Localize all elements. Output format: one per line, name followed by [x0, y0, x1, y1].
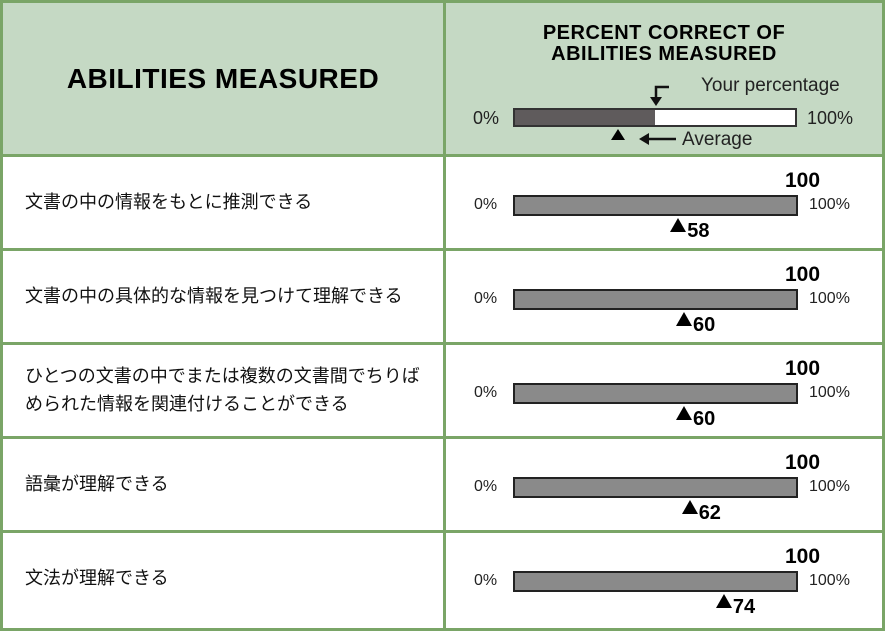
percent-correct-heading: PERCENT CORRECT OF ABILITIES MEASURED: [446, 23, 882, 65]
average-marker-icon: [715, 594, 732, 608]
your-percentage-arrow-icon: [650, 85, 669, 106]
your-score-value: 100: [785, 451, 821, 474]
average-marker-icon: [681, 500, 698, 514]
percent-bar: [513, 383, 798, 404]
legend-your-percentage-label: Your percentage: [701, 75, 840, 96]
scale-max-label: 100%: [809, 384, 850, 401]
scale-min-label: 0%: [474, 572, 498, 589]
your-score-value: 100: [785, 263, 821, 286]
abilities-measured-heading: ABILITIES MEASURED: [66, 62, 380, 94]
legend-min-label: 0%: [473, 108, 500, 128]
average-arrow-icon: [639, 133, 676, 145]
ability-row: 文書の中の具体的な情報を見つけて理解できる 0% 100% 100 60: [3, 248, 882, 342]
percent-bar: [513, 195, 798, 216]
ability-label: 文書の中の具体的な情報を見つけて理解できる: [25, 285, 403, 307]
percent-bar: [513, 571, 798, 592]
percent-correct-heading-line1: PERCENT CORRECT OF: [542, 22, 786, 44]
ability-label: 文法が理解できる: [25, 567, 169, 589]
scale-max-label: 100%: [809, 572, 850, 589]
percent-bar: [513, 477, 798, 498]
average-value: 58: [687, 220, 710, 242]
legend-average-label: Average: [682, 129, 753, 150]
your-score-value: 100: [785, 357, 821, 380]
average-value: 74: [732, 596, 756, 618]
average-marker-icon: [676, 406, 692, 420]
legend-max-label: 100%: [807, 108, 854, 128]
scale-min-label: 0%: [474, 384, 498, 401]
percent-correct-heading-line2: ABILITIES MEASURED: [551, 43, 777, 65]
average-marker-icon: [670, 218, 687, 232]
ability-row: ひとつの文書の中でまたは複数の文書間でちりばめられた情報を関連付けることができる…: [3, 342, 882, 436]
ability-row: 文書の中の情報をもとに推測できる 0% 100% 100 58: [3, 157, 882, 248]
scale-max-label: 100%: [809, 478, 850, 495]
ability-label: 文書の中の情報をもとに推測できる: [25, 191, 313, 213]
average-marker-icon: [676, 312, 692, 326]
ability-row: 文法が理解できる 0% 100% 100 74: [3, 530, 882, 624]
ability-row: 語彙が理解できる 0% 100% 100 62: [3, 436, 882, 530]
legend-your-percentage-fill: [515, 110, 655, 125]
average-value: 60: [693, 408, 716, 430]
scale-min-label: 0%: [474, 290, 498, 307]
legend-bar: [513, 108, 797, 127]
your-score-value: 100: [785, 169, 821, 192]
scale-min-label: 0%: [474, 478, 498, 495]
your-score-value: 100: [785, 545, 821, 568]
table-header: ABILITIES MEASURED PERCENT CORRECT OF AB…: [3, 3, 882, 157]
average-value: 62: [698, 502, 721, 524]
ability-label: 語彙が理解できる: [25, 473, 169, 495]
scale-max-label: 100%: [809, 290, 850, 307]
scale-max-label: 100%: [809, 196, 850, 213]
average-value: 60: [693, 314, 716, 336]
scale-min-label: 0%: [474, 196, 498, 213]
column-divider: [443, 3, 446, 628]
ability-label: ひとつの文書の中でまたは複数の文書間でちりばめられた情報を関連付けることができる: [25, 365, 420, 415]
legend-average-marker-icon: [611, 129, 626, 140]
percent-bar: [513, 289, 798, 310]
